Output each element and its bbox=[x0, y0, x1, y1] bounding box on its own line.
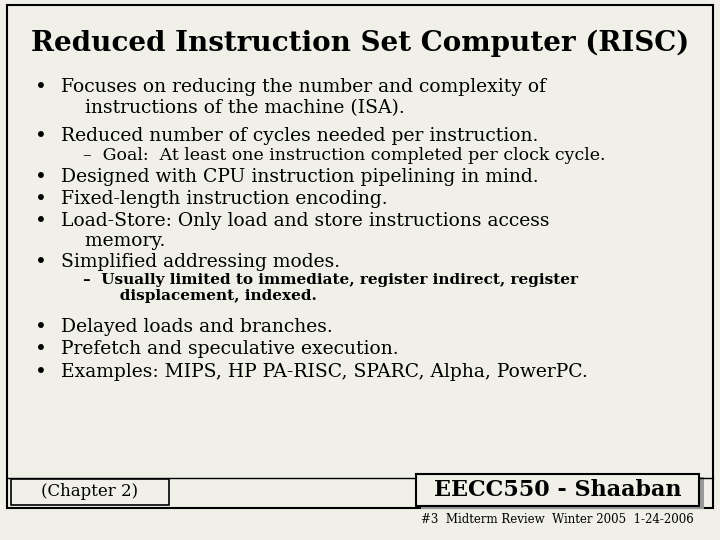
Text: Delayed loads and branches.: Delayed loads and branches. bbox=[61, 318, 333, 335]
Text: •: • bbox=[35, 253, 46, 272]
Text: (Chapter 2): (Chapter 2) bbox=[42, 483, 138, 501]
Text: Load-Store: Only load and store instructions access
    memory.: Load-Store: Only load and store instruct… bbox=[61, 212, 549, 251]
Text: Reduced Instruction Set Computer (RISC): Reduced Instruction Set Computer (RISC) bbox=[31, 30, 689, 57]
Text: Simplified addressing modes.: Simplified addressing modes. bbox=[61, 253, 341, 271]
Text: EECC550 - Shaaban: EECC550 - Shaaban bbox=[433, 479, 681, 501]
Text: •: • bbox=[35, 318, 46, 336]
Text: –  Usually limited to immediate, register indirect, register
       displacement: – Usually limited to immediate, register… bbox=[83, 273, 577, 303]
Text: –  Goal:  At least one instruction completed per clock cycle.: – Goal: At least one instruction complet… bbox=[83, 147, 606, 164]
FancyBboxPatch shape bbox=[416, 474, 699, 506]
Text: •: • bbox=[35, 363, 46, 382]
Text: •: • bbox=[35, 190, 46, 209]
Text: •: • bbox=[35, 212, 46, 231]
Text: #3  Midterm Review  Winter 2005  1-24-2006: #3 Midterm Review Winter 2005 1-24-2006 bbox=[421, 513, 693, 526]
Text: Reduced number of cycles needed per instruction.: Reduced number of cycles needed per inst… bbox=[61, 127, 539, 145]
Text: •: • bbox=[35, 168, 46, 187]
FancyBboxPatch shape bbox=[421, 477, 704, 509]
FancyBboxPatch shape bbox=[11, 479, 169, 505]
Text: •: • bbox=[35, 127, 46, 146]
Text: Designed with CPU instruction pipelining in mind.: Designed with CPU instruction pipelining… bbox=[61, 168, 539, 186]
Text: Focuses on reducing the number and complexity of
    instructions of the machine: Focuses on reducing the number and compl… bbox=[61, 78, 546, 117]
Text: Examples: MIPS, HP PA-RISC, SPARC, Alpha, PowerPC.: Examples: MIPS, HP PA-RISC, SPARC, Alpha… bbox=[61, 363, 588, 381]
FancyBboxPatch shape bbox=[7, 5, 713, 508]
Text: •: • bbox=[35, 340, 46, 359]
Text: Prefetch and speculative execution.: Prefetch and speculative execution. bbox=[61, 340, 399, 358]
Text: •: • bbox=[35, 78, 46, 97]
Text: Fixed-length instruction encoding.: Fixed-length instruction encoding. bbox=[61, 190, 388, 208]
